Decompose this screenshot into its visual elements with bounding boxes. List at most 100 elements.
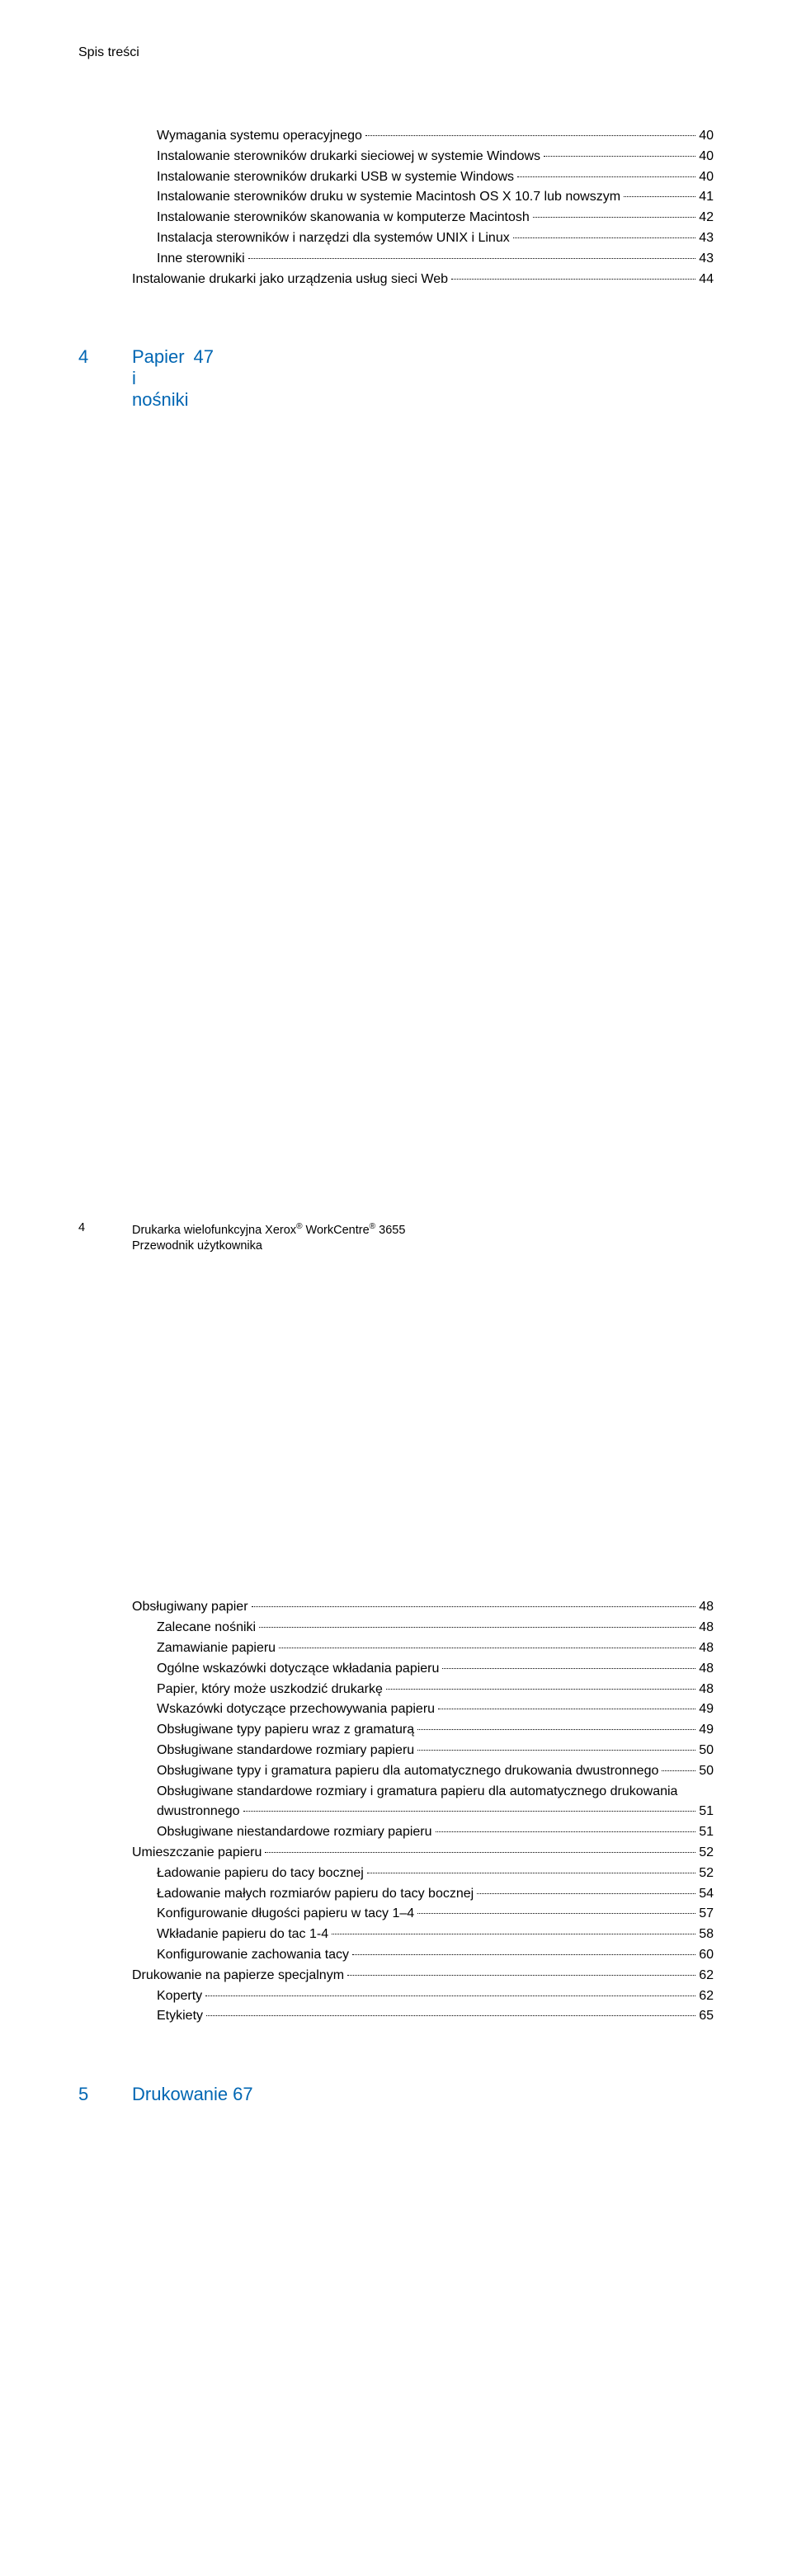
toc-entry-title: Obsługiwane typy i gramatura papieru dla… — [157, 1761, 662, 1782]
toc-leader — [662, 1770, 695, 1771]
toc-entry-title: Obsługiwane niestandardowe rozmiary papi… — [157, 1822, 436, 1843]
toc-entry: Ładowanie papieru do tacy bocznej 52 — [78, 1864, 714, 1884]
toc-entry: Papier, który może uszkodzić drukarkę 48 — [78, 1680, 714, 1700]
toc-entry: Umieszczanie papieru 52 — [78, 1843, 714, 1864]
toc-entry-page: 48 — [695, 1659, 714, 1680]
toc-entry-title: Konfigurowanie zachowania tacy — [157, 1945, 352, 1966]
toc-entry-title: Ogólne wskazówki dotyczące wkładania pap… — [157, 1659, 442, 1680]
toc-leader — [442, 1668, 695, 1669]
toc-entry-page: 65 — [695, 2006, 714, 2027]
toc-entry-title: Wymagania systemu operacyjnego — [157, 126, 365, 147]
toc-entry-title: Zamawianie papieru — [157, 1638, 279, 1659]
toc-entry-page: 51 — [695, 1802, 714, 1822]
toc-entry-title: Obsługiwane standardowe rozmiary papieru — [157, 1741, 417, 1761]
toc-entry: Instalowanie sterowników drukarki USB w … — [78, 167, 714, 188]
toc-entry-title: Etykiety — [157, 2006, 206, 2027]
section-heading: 5Drukowanie67 — [78, 2038, 714, 2576]
toc-entry-page: 50 — [695, 1761, 714, 1782]
toc-entry: Zalecane nośniki 48 — [78, 1618, 714, 1638]
toc-entry-page: 49 — [695, 1720, 714, 1741]
toc-entry-title: Obsługiwane standardowe rozmiary i grama… — [157, 1782, 714, 1803]
table-of-contents: Wymagania systemu operacyjnego 40Instalo… — [78, 126, 714, 2576]
toc-entry-page: 48 — [695, 1638, 714, 1659]
toc-entry-page: 44 — [695, 270, 714, 290]
toc-leader — [248, 258, 695, 259]
page: Spis treści Wymagania systemu operacyjne… — [0, 0, 792, 1288]
toc-entry-title: Instalowanie sterowników druku w systemi… — [157, 187, 624, 208]
toc-entry: Instalowanie drukarki jako urządzenia us… — [78, 270, 714, 290]
page-header: Spis treści — [78, 45, 714, 60]
toc-leader — [352, 1954, 695, 1955]
toc-entry-page: 58 — [695, 1925, 714, 1945]
toc-entry: Obsługiwane typy papieru wraz z gramatur… — [78, 1720, 714, 1741]
toc-entry-title: Instalacja sterowników i narzędzi dla sy… — [157, 228, 513, 249]
section-page: 67 — [228, 2038, 714, 2576]
toc-entry: Obsługiwane standardowe rozmiary papieru… — [78, 1741, 714, 1761]
toc-entry: Obsługiwane typy i gramatura papieru dla… — [78, 1761, 714, 1782]
toc-entry-title: Zalecane nośniki — [157, 1618, 259, 1638]
toc-entry: Inne sterowniki 43 — [78, 249, 714, 270]
toc-leader — [624, 196, 695, 197]
toc-entry-title: Konfigurowanie długości papieru w tacy 1… — [157, 1904, 417, 1925]
toc-entry-page: 52 — [695, 1864, 714, 1884]
toc-entry: Drukowanie na papierze specjalnym 62 — [78, 1966, 714, 1986]
toc-entry-page: 42 — [695, 208, 714, 228]
toc-leader — [436, 1831, 696, 1832]
toc-entry-page: 50 — [695, 1741, 714, 1761]
toc-entry-title: Instalowanie sterowników skanowania w ko… — [157, 208, 533, 228]
toc-leader — [451, 279, 695, 280]
toc-leader — [533, 217, 695, 218]
section-heading: 4Papier i nośniki47 — [78, 301, 714, 1589]
toc-entry-page: 40 — [695, 126, 714, 147]
toc-entry-page: 43 — [695, 228, 714, 249]
toc-entry: Koperty 62 — [78, 1986, 714, 2007]
toc-leader — [417, 1913, 695, 1914]
toc-entry-title: Umieszczanie papieru — [132, 1843, 265, 1864]
toc-entry-page: 49 — [695, 1699, 714, 1720]
toc-entry-page: 54 — [695, 1884, 714, 1905]
toc-entry: Instalacja sterowników i narzędzi dla sy… — [78, 228, 714, 249]
toc-entry: Obsługiwany papier 48 — [78, 1597, 714, 1618]
toc-entry-title: Ładowanie małych rozmiarów papieru do ta… — [157, 1884, 477, 1905]
toc-leader — [513, 237, 695, 238]
toc-leader — [477, 1893, 695, 1894]
toc-leader — [206, 2015, 695, 2016]
toc-leader — [365, 135, 695, 136]
footer-line1c: 3655 — [375, 1224, 405, 1237]
toc-entry-title: Obsługiwane typy papieru wraz z gramatur… — [157, 1720, 417, 1741]
toc-entry-title: Obsługiwany papier — [132, 1597, 252, 1618]
toc-leader — [259, 1627, 695, 1628]
toc-entry-title: Inne sterowniki — [157, 249, 248, 270]
toc-entry-page: 40 — [695, 167, 714, 188]
toc-entry: Obsługiwane standardowe rozmiary i grama… — [78, 1782, 714, 1803]
toc-entry-title: Koperty — [157, 1986, 205, 2007]
section-title: Drukowanie — [132, 2084, 228, 2105]
toc-entry-page: 40 — [695, 147, 714, 167]
footer-line1a: Drukarka wielofunkcyjna Xerox — [132, 1224, 296, 1237]
toc-entry: Etykiety 65 — [78, 2006, 714, 2027]
toc-entry: dwustronnego 51 — [78, 1802, 714, 1822]
toc-entry-page: 51 — [695, 1822, 714, 1843]
toc-leader — [265, 1852, 695, 1853]
toc-leader — [205, 1995, 695, 1996]
toc-entry-page: 62 — [695, 1986, 714, 2007]
section-number: 5 — [78, 2084, 132, 2105]
toc-entry: Obsługiwane niestandardowe rozmiary papi… — [78, 1822, 714, 1843]
toc-entry-title: Papier, który może uszkodzić drukarkę — [157, 1680, 386, 1700]
toc-entry-page: 41 — [695, 187, 714, 208]
toc-entry-page: 48 — [695, 1597, 714, 1618]
toc-entry: Ogólne wskazówki dotyczące wkładania pap… — [78, 1659, 714, 1680]
toc-entry: Wymagania systemu operacyjnego 40 — [78, 126, 714, 147]
toc-entry-title: Instalowanie drukarki jako urządzenia us… — [132, 270, 451, 290]
toc-entry: Konfigurowanie długości papieru w tacy 1… — [78, 1904, 714, 1925]
toc-entry-title: Wkładanie papieru do tac 1-4 — [157, 1925, 332, 1945]
footer-line1b: WorkCentre — [303, 1224, 370, 1237]
page-footer: 4 Drukarka wielofunkcyjna Xerox® WorkCen… — [78, 1221, 714, 1255]
toc-leader — [347, 1975, 695, 1976]
toc-entry-title: Instalowanie sterowników drukarki siecio… — [157, 147, 544, 167]
toc-entry-title: Instalowanie sterowników drukarki USB w … — [157, 167, 517, 188]
toc-entry: Ładowanie małych rozmiarów papieru do ta… — [78, 1884, 714, 1905]
toc-leader — [417, 1750, 695, 1751]
section-number: 4 — [78, 346, 132, 368]
toc-entry-page: 57 — [695, 1904, 714, 1925]
